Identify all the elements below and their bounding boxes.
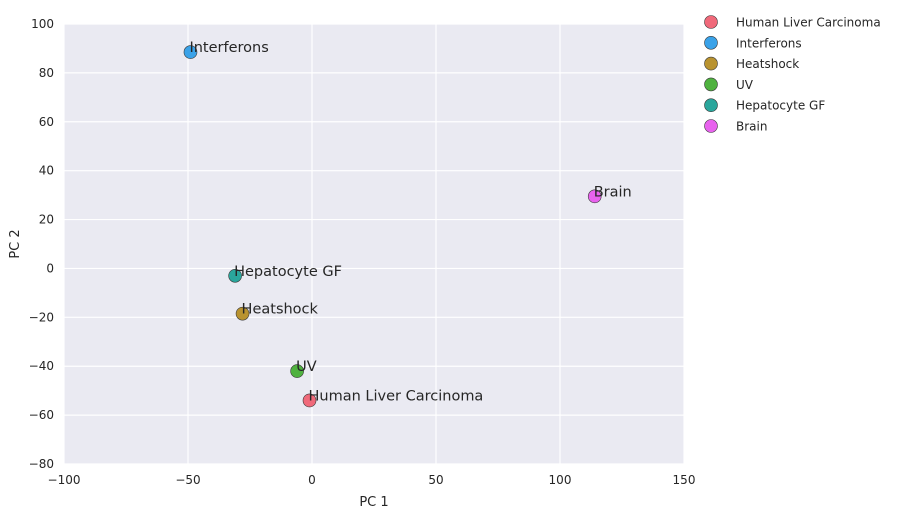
y-tick-label: 40 (39, 164, 54, 178)
x-tick-label: 100 (549, 473, 572, 487)
data-point (302, 393, 317, 408)
legend-label: Hepatocyte GF (736, 99, 825, 113)
point-label: Brain (594, 184, 632, 200)
point-label: UV (296, 359, 317, 375)
y-tick-label: 80 (39, 66, 54, 80)
y-tick-label: 0 (46, 261, 54, 275)
y-axis-ticks: −80 −60 −40 −20 0 20 40 60 80 100 (29, 17, 54, 471)
y-tick-label: −20 (29, 310, 54, 324)
legend-label: Interferons (736, 36, 802, 50)
x-tick-label: 150 (673, 473, 696, 487)
point-label: Human Liver Carcinoma (309, 388, 484, 404)
data-point (228, 268, 242, 283)
y-tick-label: −60 (29, 408, 54, 422)
y-tick-label: 100 (31, 17, 54, 31)
x-tick-label: 0 (308, 473, 316, 487)
grid-lines (63, 23, 685, 465)
legend-label: Human Liver Carcinoma (736, 16, 881, 30)
legend-marker (704, 56, 718, 71)
legend-label: Brain (736, 120, 767, 134)
x-axis-title: PC 1 (359, 495, 388, 510)
y-axis-title: PC 2 (8, 229, 23, 258)
data-point (183, 45, 198, 59)
data-point (587, 189, 602, 204)
legend-marker (704, 119, 718, 133)
y-tick-label: 20 (39, 213, 54, 227)
legend: Human Liver Carcinoma Interferons Heatshoc… (704, 15, 881, 134)
y-tick-label: 60 (39, 115, 54, 129)
point-label: Heatshock (242, 302, 319, 318)
legend-marker (704, 15, 718, 29)
x-axis-ticks: −100 −50 0 50 100 150 (48, 473, 696, 487)
x-tick-label: 50 (428, 473, 443, 487)
legend-label: Heatshock (736, 57, 799, 71)
data-point (235, 306, 250, 321)
legend-marker (704, 77, 718, 92)
plot-area (64, 24, 684, 464)
data-point (290, 364, 304, 378)
legend-label: UV (736, 78, 754, 92)
point-label: Interferons (189, 40, 268, 56)
data-points: Human Liver Carcinoma Interferons Heatshoc… (183, 40, 632, 408)
legend-marker (704, 35, 718, 50)
y-tick-label: −80 (29, 457, 54, 471)
legend-marker (704, 98, 718, 112)
x-tick-label: −50 (175, 473, 200, 487)
y-tick-label: −40 (29, 359, 54, 373)
point-label: Hepatocyte GF (234, 264, 342, 280)
x-tick-label: −100 (48, 473, 81, 487)
